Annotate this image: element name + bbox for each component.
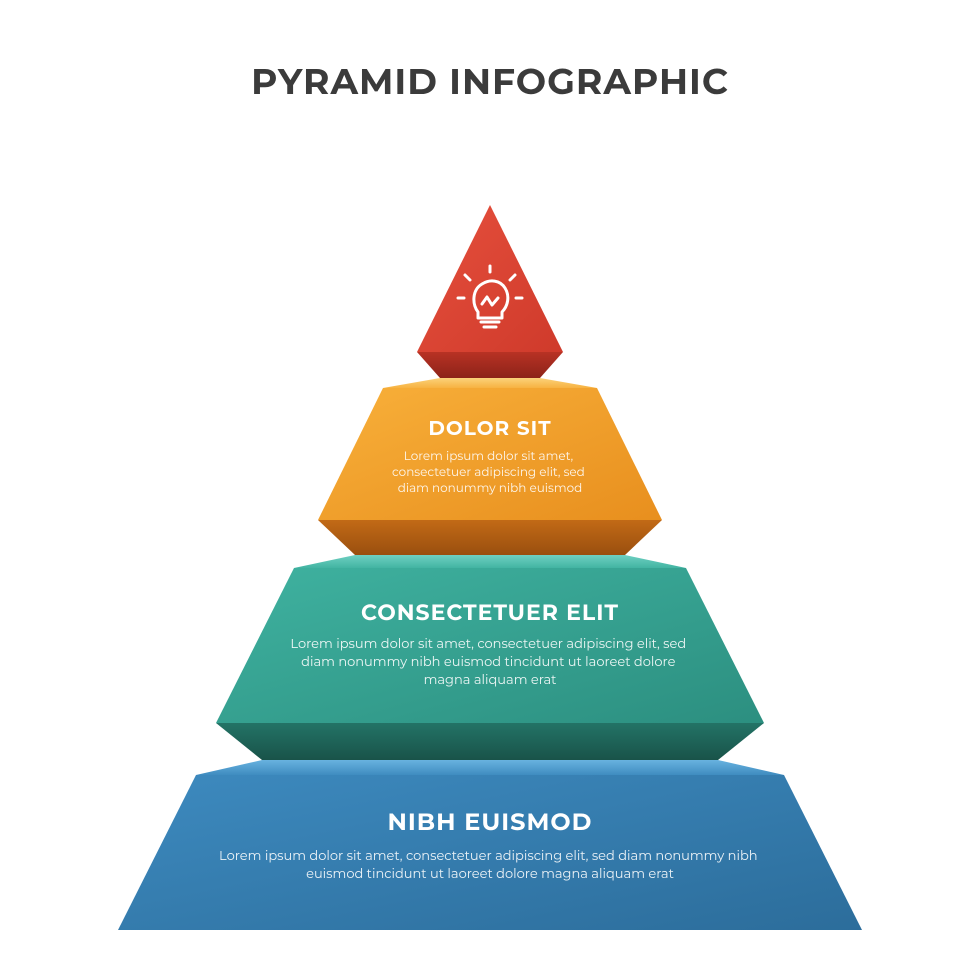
layer-dolor-label: DOLOR SIT: [428, 417, 551, 441]
pyramid-layer-consec: CONSECTETUER ELIT Lorem ipsum dolor sit …: [216, 555, 764, 760]
pyramid-layer-dolor: DOLOR SIT Lorem ipsum dolor sit amet, co…: [318, 378, 662, 555]
layer-nibh-label: NIBH EUISMOD: [387, 808, 592, 837]
pyramid-infographic: NIBH EUISMOD Lorem ipsum dolor sit amet,…: [0, 0, 980, 980]
pyramid-layer-apex: [417, 205, 563, 378]
layer-dolor-body: Lorem ipsum dolor sit amet, consectetuer…: [392, 449, 588, 496]
layer-consec-label: CONSECTETUER ELIT: [361, 599, 619, 626]
pyramid-layer-nibh: NIBH EUISMOD Lorem ipsum dolor sit amet,…: [118, 760, 862, 930]
